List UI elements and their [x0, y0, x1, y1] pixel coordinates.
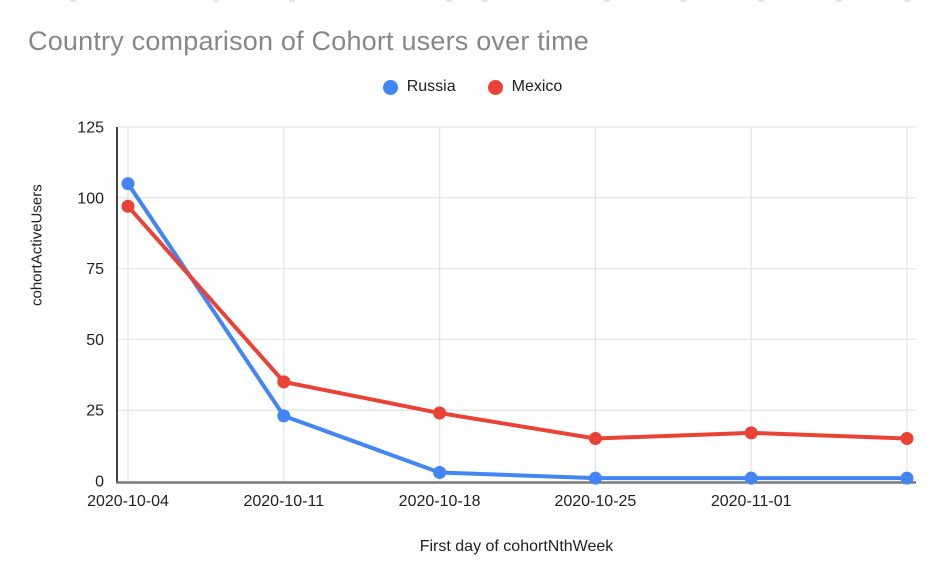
- y-tick-label-50: 50: [86, 332, 104, 349]
- mexico-point-0[interactable]: [121, 199, 135, 213]
- x-tick-label-2: 2020-10-18: [399, 493, 481, 510]
- x-tick-label-4: 2020-11-01: [711, 493, 792, 510]
- mexico-line: [126, 204, 909, 441]
- mexico-point-3[interactable]: [588, 432, 602, 446]
- top-edge-artifact: [836, 0, 842, 2]
- mexico-point-1[interactable]: [277, 375, 291, 389]
- russia-series-dot-icon: [382, 79, 398, 95]
- top-edge-artifact: [904, 0, 910, 2]
- y-tick-label-0: 0: [95, 474, 104, 491]
- y-tick-label-125: 125: [77, 120, 104, 137]
- y-tick-label-75: 75: [86, 261, 104, 278]
- top-edge-artifact: [289, 0, 295, 2]
- top-edge-artifact: [446, 0, 452, 2]
- russia-point-2[interactable]: [433, 466, 447, 480]
- mexico-point-4[interactable]: [744, 426, 758, 440]
- legend-label-mexico: Mexico: [511, 78, 563, 95]
- russia-point-5[interactable]: [900, 471, 914, 485]
- y-tick-label-25: 25: [86, 403, 104, 420]
- top-edge-artifact: [758, 0, 764, 2]
- russia-line: [126, 181, 909, 481]
- mexico-point-5[interactable]: [900, 432, 914, 446]
- y-tick-label-100: 100: [77, 190, 104, 207]
- x-axis-title: First day of cohortNthWeek: [419, 538, 614, 555]
- russia-point-0[interactable]: [121, 177, 135, 191]
- mexico-point-2[interactable]: [433, 406, 447, 420]
- top-edge-artifact: [70, 0, 76, 2]
- top-edge-artifact: [213, 0, 219, 2]
- russia-point-1[interactable]: [277, 409, 291, 423]
- top-edge-artifact: [604, 0, 610, 2]
- legend-item-mexico[interactable]: Mexico: [487, 78, 563, 96]
- russia-point-3[interactable]: [588, 471, 602, 485]
- chart-title: Country comparison of Cohort users over …: [28, 26, 590, 56]
- legend-label-russia: Russia: [406, 78, 456, 95]
- mexico-series-dot-icon: [487, 79, 503, 95]
- top-edge-artifact: [482, 0, 488, 2]
- x-tick-label-0: 2020-10-04: [87, 493, 169, 510]
- x-tick-label-1: 2020-10-11: [243, 493, 324, 510]
- russia-point-4[interactable]: [744, 471, 758, 485]
- x-tick-label-3: 2020-10-25: [554, 493, 636, 510]
- chart-legend: Russia Mexico: [0, 78, 945, 96]
- legend-item-russia[interactable]: Russia: [382, 78, 456, 96]
- top-edge-artifact: [680, 0, 686, 2]
